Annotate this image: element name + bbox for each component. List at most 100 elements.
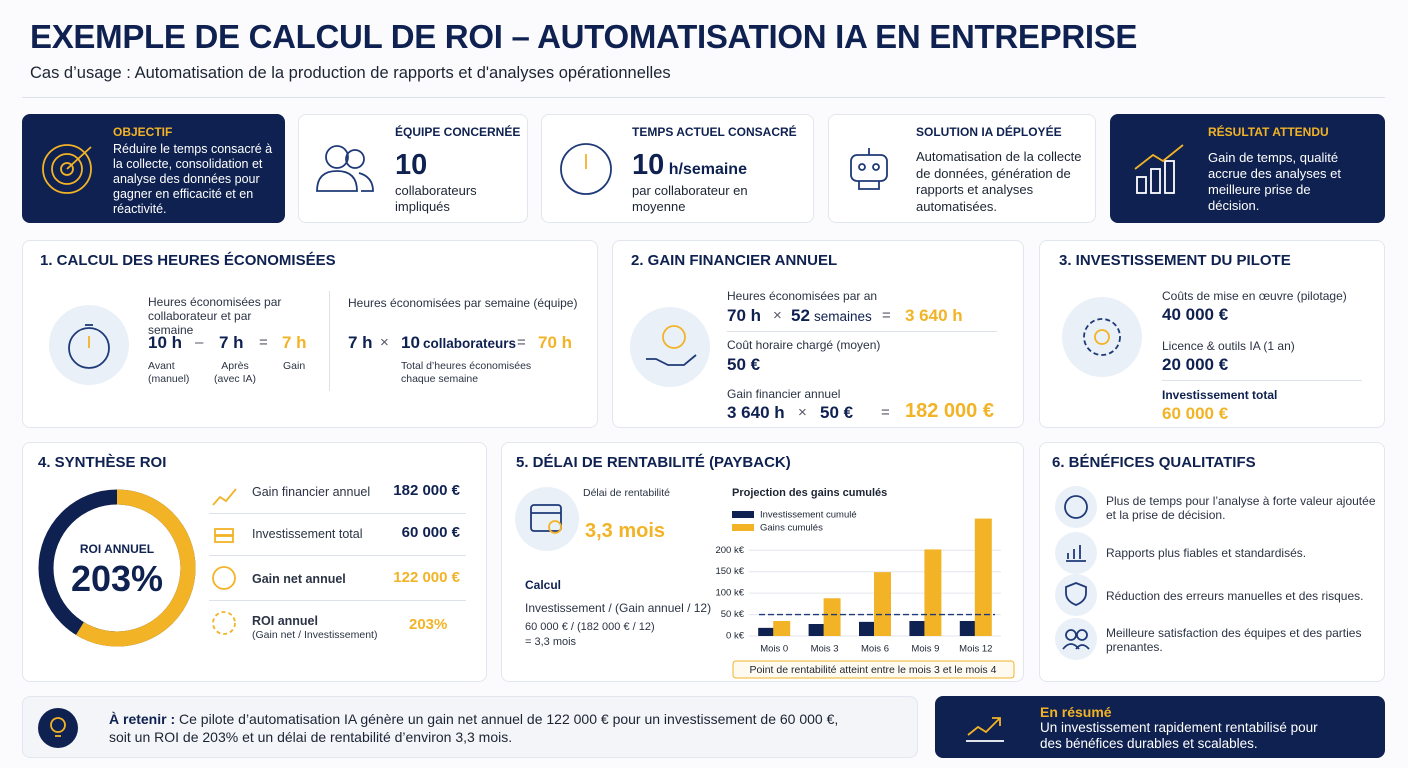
icon (1062, 297, 1142, 377)
benefit-icons (1055, 486, 1097, 660)
icon-shape (212, 611, 236, 635)
card: OBJECTIF Réduire le temps consacré à la … (22, 114, 285, 223)
icon (49, 305, 129, 385)
section: 3. INVESTISSEMENT DU PILOTE Coûts de mis… (1039, 240, 1385, 428)
icon-shape (66, 146, 92, 170)
y-tick-label: 50 k€ (721, 609, 745, 620)
y-tick-label: 100 k€ (715, 588, 744, 599)
note-box (732, 660, 1015, 679)
footer-note: À retenir : Ce pilote d’automatisation I… (22, 696, 918, 758)
x-tick-label: Mois 0 (760, 644, 788, 655)
bar (874, 572, 891, 636)
icon-shape (1066, 545, 1086, 562)
icon-shape (1136, 176, 1147, 194)
label: Coût horaire chargé (moyen) (727, 338, 881, 352)
card-text: Automatisation de la collecte de données… (916, 149, 1082, 214)
bar (974, 518, 992, 636)
label: Coûts de mise en œuvre (pilotage) (1162, 289, 1347, 303)
icon-shape (38, 708, 78, 748)
row-value: 182 000 € (393, 482, 460, 499)
section-title: 6. BÉNÉFICES QUALITATIFS (1052, 454, 1256, 471)
icon-shape (858, 181, 880, 190)
icon-shape (1164, 160, 1175, 194)
icon-shape (1064, 495, 1088, 519)
label: Heures économisées par an (727, 289, 878, 303)
card-title: TEMPS ACTUEL CONSACRÉ (632, 125, 797, 139)
bar (823, 598, 841, 636)
donut-value: 203% (70, 558, 164, 599)
legend-swatch (732, 511, 754, 518)
icon (966, 717, 1004, 742)
icon-shape (38, 489, 196, 647)
benefit: Meilleure satisfaction des équipes et de… (1106, 626, 1362, 654)
legend-swatch (732, 524, 754, 531)
value: 7 h (348, 333, 373, 352)
icon-shape (1134, 144, 1184, 170)
card-title: OBJECTIF (113, 125, 173, 139)
section: 5. DÉLAI DE RENTABILITÉ (PAYBACK) Délai … (501, 442, 1024, 682)
icon-shape (212, 566, 236, 590)
value: 3 640 h (727, 403, 785, 422)
row-label: Investissement total (252, 527, 363, 541)
value: 60 000 € (1162, 404, 1229, 423)
icon-shape (1076, 629, 1088, 641)
divider (329, 291, 330, 391)
icon-shape (214, 528, 234, 536)
bar (909, 621, 927, 636)
footer-text: À retenir : Ce pilote d’automatisation I… (109, 710, 839, 746)
row-label: ROI annuel (252, 614, 318, 628)
divider (727, 331, 997, 332)
footer-summary: En résumé Un investissement rapidement r… (935, 696, 1385, 758)
x-tick-label: Mois 6 (861, 644, 889, 655)
value: 50 € (820, 403, 854, 422)
icon-shape (358, 172, 374, 192)
row-value: 122 000 € (393, 569, 460, 586)
icon-shape (662, 325, 686, 349)
card: SOLUTION IA DÉPLOYÉE Automatisation de l… (828, 114, 1096, 223)
card-text: par collaborateur en moyenne (632, 183, 748, 214)
calc-title: Calcul (525, 578, 562, 592)
icon (1134, 144, 1184, 194)
icon-shape (214, 535, 234, 543)
icon-shape (548, 520, 562, 534)
divider (209, 513, 466, 514)
icon-shape (646, 354, 697, 366)
operator: = (517, 334, 526, 351)
value: 3,3 mois (585, 520, 666, 542)
subtitle: Cas d’usage : Automatisation de la produ… (30, 64, 671, 82)
operator: × (773, 307, 782, 324)
card: RÉSULTAT ATTENDU Gain de temps, qualité … (1110, 114, 1385, 223)
x-tick-label: Mois 9 (911, 644, 939, 655)
row-label: Gain financier annuel (252, 485, 371, 499)
operator: – (195, 334, 204, 351)
footer-body: Ce pilote d’automatisation IA génère un … (109, 711, 839, 745)
x-tick-label: Mois 12 (959, 644, 992, 655)
label: Gain financier annuel (727, 387, 841, 401)
section-title: 3. INVESTISSEMENT DU PILOTE (1059, 252, 1291, 269)
icon-shape (42, 144, 92, 194)
value: 70 h (727, 306, 762, 325)
operator: = (882, 307, 891, 324)
operator: = (259, 334, 268, 351)
chart-title: Projection des gains cumulés (732, 487, 887, 499)
divider (209, 555, 466, 556)
icon-shape (1062, 297, 1142, 377)
row-note: (Gain net / Investissement) (252, 629, 378, 641)
value: 52 (791, 306, 810, 325)
benefit: Réduction des erreurs manuelles et des r… (1106, 589, 1364, 603)
icon-shape (515, 487, 579, 551)
unit: collaborateurs (423, 336, 517, 351)
divider (22, 97, 1385, 98)
icon-shape (1150, 168, 1161, 194)
value: 40 000 € (1162, 305, 1229, 324)
card-text: Gain de temps, qualité accrue des analys… (1208, 150, 1341, 213)
section-title: 4. SYNTHÈSE ROI (38, 454, 167, 471)
bar (773, 621, 791, 636)
label: Heures économisées par collaborateur et … (148, 295, 282, 337)
summary-title: En résumé (1040, 704, 1112, 720)
row-label: Gain net annuel (252, 572, 346, 586)
icon-shape (1062, 643, 1090, 650)
icon-shape (50, 717, 66, 733)
icon (42, 144, 92, 194)
label: Heures économisées par semaine (équipe) (348, 296, 578, 310)
